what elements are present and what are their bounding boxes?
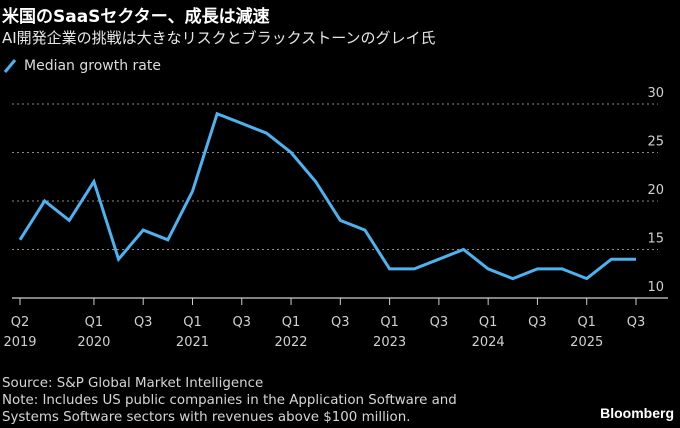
x-tick-label: Q1 — [85, 315, 104, 330]
x-tick-label: Q1 — [183, 315, 202, 330]
x-tick-label: Q1 — [479, 315, 498, 330]
note-line-2: Systems Software sectors with revenues a… — [2, 410, 411, 425]
x-tick-year-label: 2025 — [570, 335, 603, 350]
x-tick-year-label: 2023 — [373, 335, 406, 350]
y-tick-label: 30 — [647, 86, 664, 101]
x-tick-year-label: 2022 — [274, 335, 307, 350]
x-tick-label: Q3 — [134, 315, 153, 330]
note-line-1: Note: Includes US public companies in th… — [2, 393, 457, 408]
y-axis-ticks: 10 15 20 25 30 — [647, 86, 664, 295]
chart-title: 米国のSaaSセクター、成長は減速 — [2, 7, 270, 27]
x-axis: Q2 2019 Q1 2020 Q3 Q1 2021 Q3 Q1 2022 Q3 Q1 2023 Q3 Q1… — [3, 297, 668, 350]
x-tick-label: Q3 — [233, 315, 252, 330]
x-tick-label: Q3 — [430, 315, 449, 330]
x-tick-label: Q1 — [380, 315, 399, 330]
legend: Median growth rate — [2, 57, 161, 75]
series-layer — [18, 111, 637, 281]
source-note: Source: S&P Global Market Intelligence — [2, 376, 264, 391]
x-tick-year-label: 2020 — [77, 335, 110, 350]
y-tick-label: 15 — [647, 232, 664, 247]
series-line-median-growth-rate — [18, 111, 636, 281]
x-tick-label: Q3 — [528, 315, 547, 330]
x-tick-label: Q3 — [627, 315, 646, 330]
x-tick-label: Q1 — [282, 315, 301, 330]
y-tick-label: 25 — [647, 135, 664, 150]
footer: Source: S&P Global Market Intelligence N… — [2, 375, 457, 426]
legend-label: Median growth rate — [24, 58, 161, 74]
chart-subtitle: AI開発企業の挑戦は大きなリスクとブラックストーンのグレイ氏 — [2, 29, 436, 47]
x-tick-label: Q1 — [577, 315, 596, 330]
y-tick-label: 10 — [647, 280, 664, 295]
x-tick-year-label: 2021 — [176, 335, 209, 350]
x-tick-year-label: 2024 — [472, 335, 505, 350]
x-tick-label: Q2 — [11, 315, 30, 330]
x-tick-year-label: 2019 — [3, 335, 36, 350]
y-tick-label: 20 — [647, 183, 664, 198]
x-tick-label: Q3 — [331, 315, 350, 330]
legend-line-icon — [3, 59, 17, 73]
bloomberg-logo: Bloomberg — [600, 405, 674, 421]
